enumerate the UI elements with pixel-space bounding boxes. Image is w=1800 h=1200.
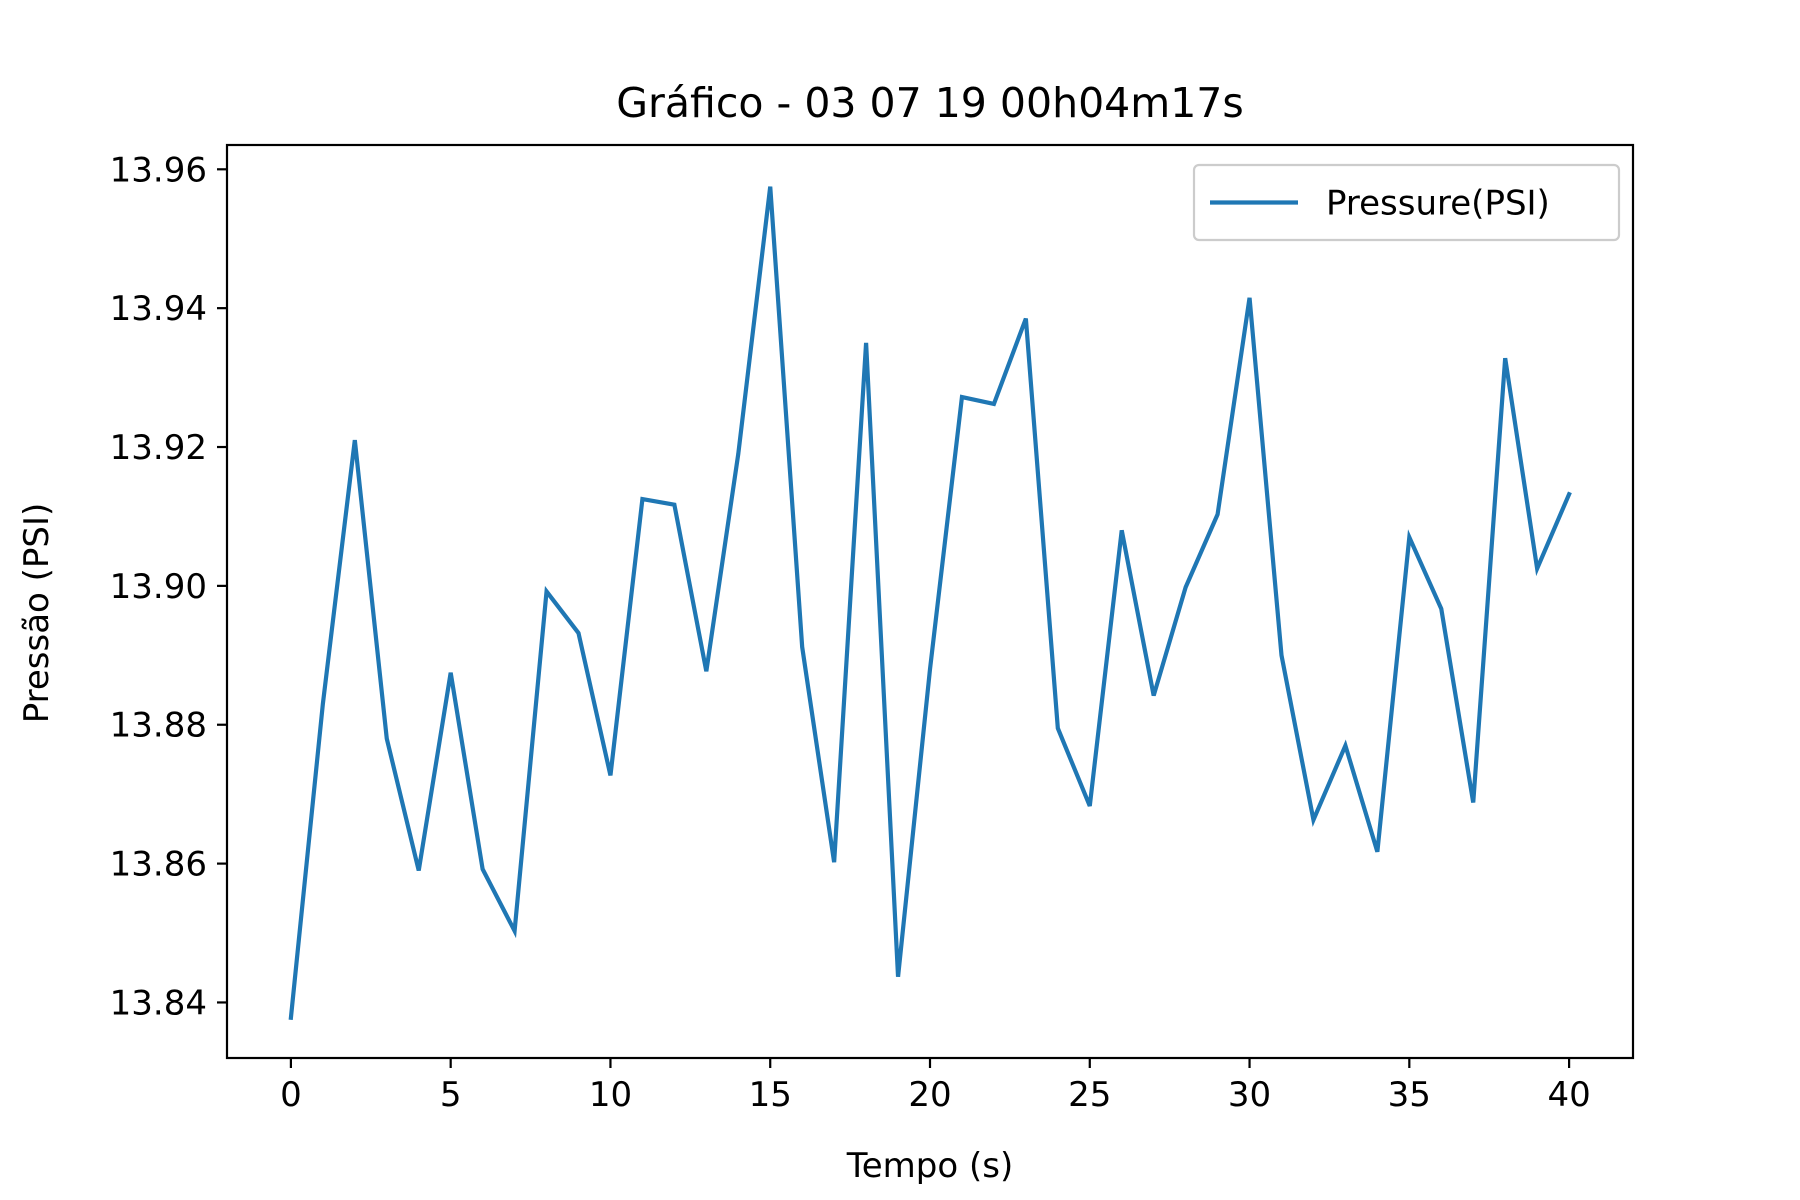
x-tick-label: 25	[1068, 1075, 1111, 1115]
x-tick-label: 40	[1547, 1075, 1590, 1115]
chart-title: Gráfico - 03 07 19 00h04m17s	[616, 79, 1243, 127]
x-tick-label: 0	[280, 1075, 302, 1115]
legend-box	[1192, 163, 1621, 242]
series-line-0	[288, 186, 1572, 1021]
x-tick-label: 20	[908, 1075, 951, 1115]
y-tick-label: 13.86	[110, 845, 207, 885]
x-tick-label: 10	[589, 1075, 632, 1115]
legend-label: Pressure(PSI)	[1326, 184, 1550, 224]
y-tick-label: 13.90	[110, 567, 207, 607]
x-tick-label: 15	[749, 1075, 792, 1115]
y-tick-label: 13.84	[110, 983, 207, 1023]
y-axis-label: Pressão (PSI)	[17, 503, 57, 724]
y-tick-label: 13.92	[110, 428, 207, 468]
y-tick-label: 13.96	[110, 150, 207, 190]
y-tick-label: 13.88	[110, 706, 207, 746]
x-tick-label: 35	[1388, 1075, 1431, 1115]
x-tick-label: 5	[440, 1075, 462, 1115]
x-tick-label: 30	[1228, 1075, 1271, 1115]
x-axis-label: Tempo (s)	[846, 1146, 1013, 1186]
y-tick-label: 13.94	[110, 289, 207, 329]
plot-area: 0 5 10 15 20 25 30 35 40 13.84 13.86 13.88 13.90 13.9…	[110, 143, 1635, 1115]
